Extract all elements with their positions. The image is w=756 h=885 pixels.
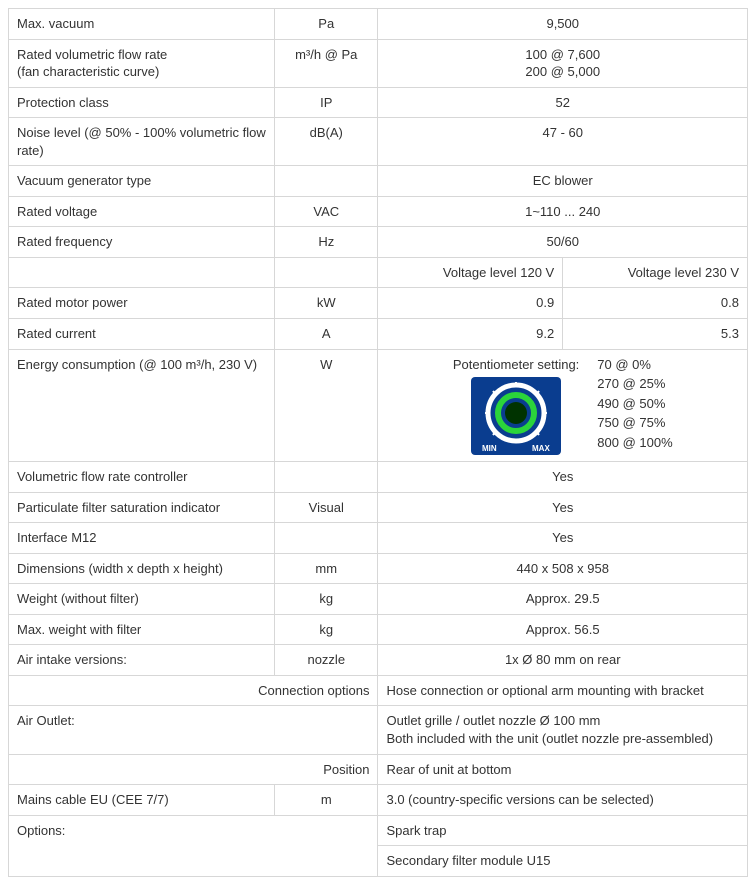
svg-text:MIN: MIN	[482, 444, 497, 453]
spec-unit: kg	[275, 614, 378, 645]
table-row: Mains cable EU (CEE 7/7) m 3.0 (country-…	[9, 785, 748, 816]
spec-value: 3.0 (country-specific versions can be se…	[378, 785, 748, 816]
spec-unit	[275, 523, 378, 554]
spec-label: Vacuum generator type	[9, 166, 275, 197]
table-row: Rated volumetric flow rate(fan character…	[9, 39, 748, 87]
spec-unit: Hz	[275, 227, 378, 258]
spec-unit: nozzle	[275, 645, 378, 676]
spec-unit: A	[275, 319, 378, 350]
spec-label: Rated volumetric flow rate(fan character…	[9, 39, 275, 87]
table-row: Interface M12 Yes	[9, 523, 748, 554]
spec-value: Spark trap	[378, 815, 748, 846]
dial-icon: MIN MAX	[471, 377, 561, 455]
spec-unit: Visual	[275, 492, 378, 523]
spec-label: Interface M12	[9, 523, 275, 554]
spec-value: 5.3	[563, 319, 748, 350]
spec-label: Rated voltage	[9, 196, 275, 227]
spec-value: EC blower	[378, 166, 748, 197]
spec-value: Potentiometer setting:	[378, 349, 748, 462]
spec-value: 50/60	[378, 227, 748, 258]
spec-label	[9, 257, 275, 288]
table-row: Position Rear of unit at bottom	[9, 754, 748, 785]
spec-label: Rated current	[9, 319, 275, 350]
spec-value: 100 @ 7,600 200 @ 5,000	[378, 39, 748, 87]
table-row: Particulate filter saturation indicator …	[9, 492, 748, 523]
spec-unit: dB(A)	[275, 118, 378, 166]
table-row: Protection class IP 52	[9, 87, 748, 118]
spec-unit: Pa	[275, 9, 378, 40]
table-row: Air intake versions: nozzle 1x Ø 80 mm o…	[9, 645, 748, 676]
spec-value: Rear of unit at bottom	[378, 754, 748, 785]
spec-label: Rated frequency	[9, 227, 275, 258]
spec-unit: W	[275, 349, 378, 462]
table-row: Options: Spark trap	[9, 815, 748, 846]
table-row: Dimensions (width x depth x height) mm 4…	[9, 553, 748, 584]
spec-unit: kg	[275, 584, 378, 615]
table-row: Rated frequency Hz 50/60	[9, 227, 748, 258]
spec-value: 52	[378, 87, 748, 118]
spec-label: Options:	[9, 815, 378, 876]
spec-unit: mm	[275, 553, 378, 584]
table-row: Max. vacuum Pa 9,500	[9, 9, 748, 40]
spec-value: Yes	[378, 492, 748, 523]
spec-value: 0.8	[563, 288, 748, 319]
spec-unit: VAC	[275, 196, 378, 227]
table-row: Noise level (@ 50% - 100% volumetric flo…	[9, 118, 748, 166]
spec-value: Approx. 29.5	[378, 584, 748, 615]
spec-unit: m³/h @ Pa	[275, 39, 378, 87]
spec-label: Rated motor power	[9, 288, 275, 319]
spec-value: 1x Ø 80 mm on rear	[378, 645, 748, 676]
spec-label: Protection class	[9, 87, 275, 118]
table-row: Rated current A 9.2 5.3	[9, 319, 748, 350]
table-row: Air Outlet: Outlet grille / outlet nozzl…	[9, 706, 748, 754]
spec-value: Yes	[378, 462, 748, 493]
spec-label: Weight (without filter)	[9, 584, 275, 615]
spec-unit	[275, 462, 378, 493]
spec-table: Max. vacuum Pa 9,500 Rated volumetric fl…	[8, 8, 748, 877]
spec-label: Mains cable EU (CEE 7/7)	[9, 785, 275, 816]
spec-value: 0.9	[378, 288, 563, 319]
spec-label: Air Outlet:	[9, 706, 378, 754]
spec-value: 9,500	[378, 9, 748, 40]
spec-unit	[275, 166, 378, 197]
spec-value: 1~110 ... 240	[378, 196, 748, 227]
spec-value: 9.2	[378, 319, 563, 350]
table-row: Vacuum generator type EC blower	[9, 166, 748, 197]
spec-label: Air intake versions:	[9, 645, 275, 676]
table-row: Weight (without filter) kg Approx. 29.5	[9, 584, 748, 615]
spec-value: Outlet grille / outlet nozzle Ø 100 mm B…	[378, 706, 748, 754]
spec-unit: IP	[275, 87, 378, 118]
spec-unit: kW	[275, 288, 378, 319]
spec-value: 440 x 508 x 958	[378, 553, 748, 584]
spec-label: Max. weight with filter	[9, 614, 275, 645]
spec-label: Dimensions (width x depth x height)	[9, 553, 275, 584]
spec-label: Volumetric flow rate controller	[9, 462, 275, 493]
potentiometer-label: Potentiometer setting:	[453, 356, 579, 374]
potentiometer-values: 70 @ 0% 270 @ 25% 490 @ 50% 750 @ 75% 80…	[597, 356, 672, 452]
table-row: Energy consumption (@ 100 m³/h, 230 V) W…	[9, 349, 748, 462]
column-header: Voltage level 230 V	[563, 257, 748, 288]
spec-value: 47 - 60	[378, 118, 748, 166]
spec-label: Noise level (@ 50% - 100% volumetric flo…	[9, 118, 275, 166]
spec-label: Position	[9, 754, 378, 785]
spec-unit: m	[275, 785, 378, 816]
table-row: Max. weight with filter kg Approx. 56.5	[9, 614, 748, 645]
spec-value: Approx. 56.5	[378, 614, 748, 645]
spec-label: Energy consumption (@ 100 m³/h, 230 V)	[9, 349, 275, 462]
spec-label: Particulate filter saturation indicator	[9, 492, 275, 523]
table-row: Voltage level 120 V Voltage level 230 V	[9, 257, 748, 288]
spec-unit	[275, 257, 378, 288]
spec-label: Max. vacuum	[9, 9, 275, 40]
column-header: Voltage level 120 V	[378, 257, 563, 288]
spec-value: Hose connection or optional arm mounting…	[378, 675, 748, 706]
svg-text:MAX: MAX	[532, 444, 550, 453]
table-row: Volumetric flow rate controller Yes	[9, 462, 748, 493]
table-row: Rated voltage VAC 1~110 ... 240	[9, 196, 748, 227]
spec-value: Yes	[378, 523, 748, 554]
table-row: Rated motor power kW 0.9 0.8	[9, 288, 748, 319]
spec-value: Secondary filter module U15	[378, 846, 748, 877]
table-row: Connection options Hose connection or op…	[9, 675, 748, 706]
spec-label: Connection options	[9, 675, 378, 706]
